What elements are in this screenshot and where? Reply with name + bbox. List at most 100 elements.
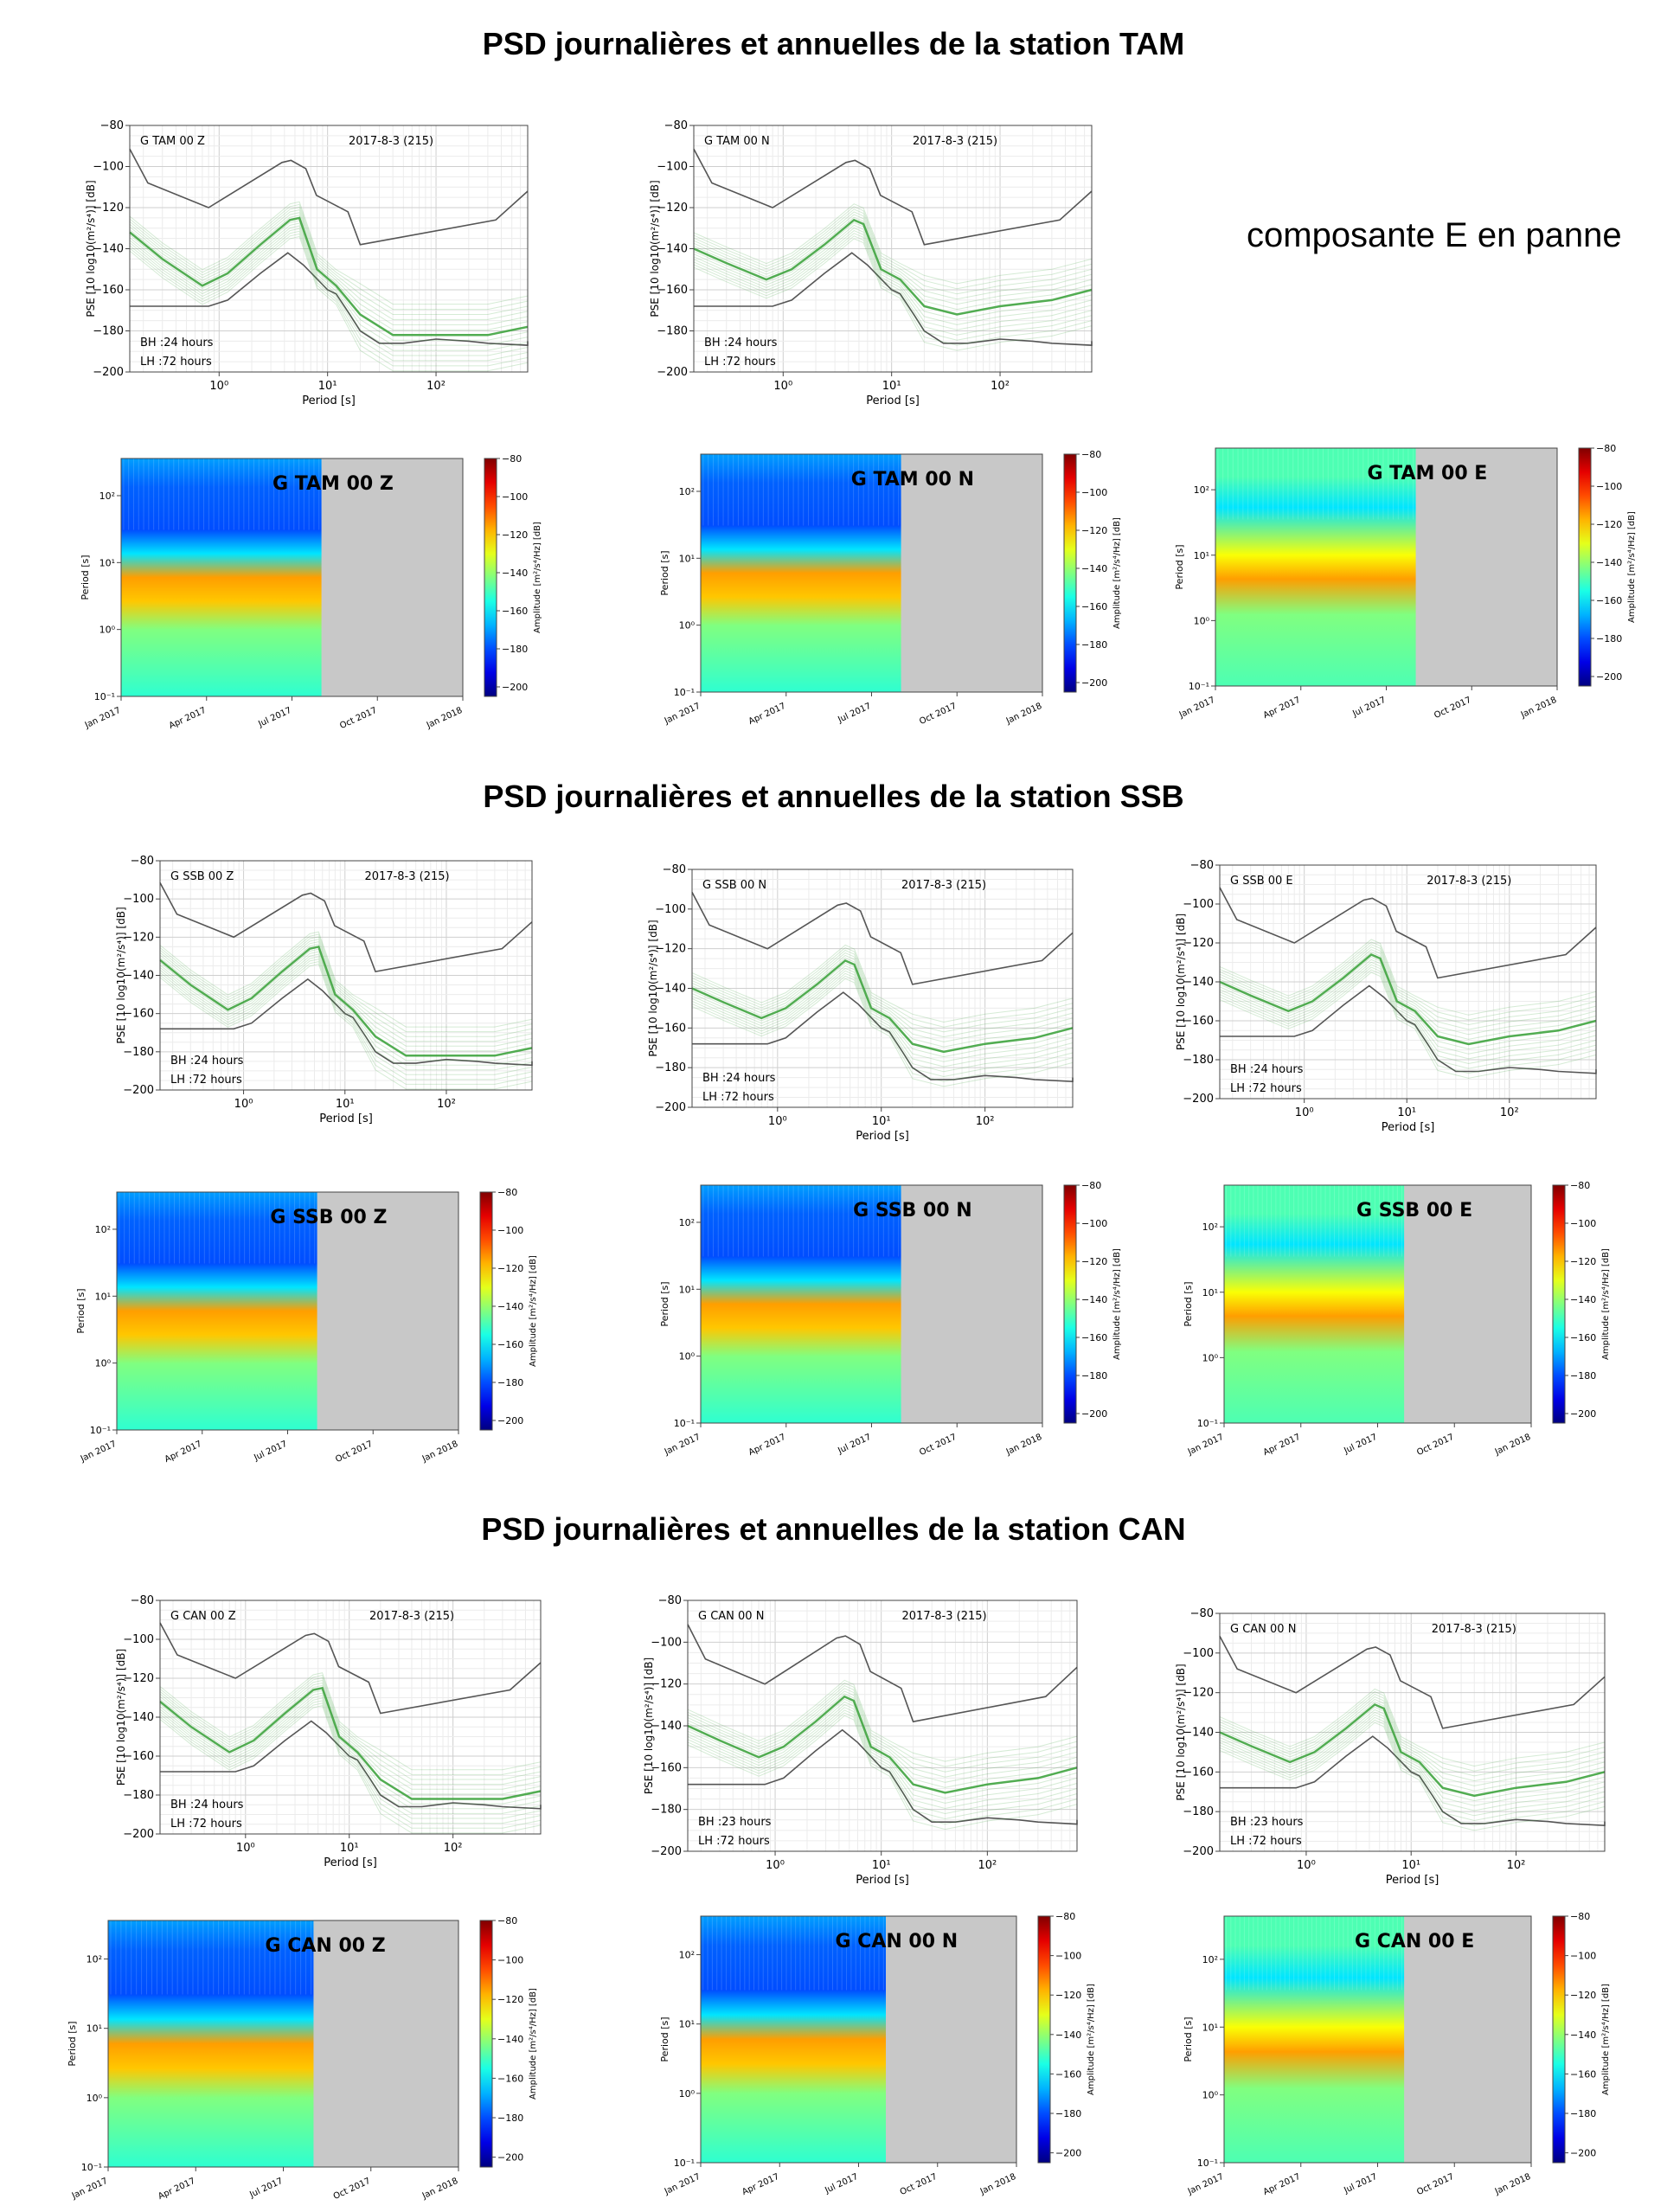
y-axis-label: Period [s] bbox=[659, 2016, 670, 2061]
psd-curve bbox=[691, 944, 1074, 1023]
nlnm-curve bbox=[692, 991, 1074, 1083]
psd-curve bbox=[693, 208, 1093, 295]
y-tick-label: −180 bbox=[1183, 1054, 1214, 1067]
colorbar-label: Amplitude [m²/s⁴/Hz] [dB] bbox=[533, 522, 542, 633]
psd-curve bbox=[159, 959, 533, 1080]
colorbar-tick-label: −100 bbox=[1081, 1218, 1107, 1229]
y-tick-label: 10⁰ bbox=[1202, 1352, 1219, 1363]
psd-curve bbox=[1219, 961, 1597, 1060]
colorbar-tick-label: −140 bbox=[1596, 557, 1622, 568]
y-tick-label: 10¹ bbox=[679, 553, 695, 564]
y-tick-label: 10⁰ bbox=[95, 1358, 112, 1369]
lh-label: LH :72 hours bbox=[1230, 1835, 1302, 1848]
y-tick-label: −160 bbox=[655, 1022, 686, 1035]
colorbar-tick-label: −160 bbox=[1570, 1332, 1596, 1343]
y-tick-label: 10⁻¹ bbox=[1197, 1418, 1218, 1429]
psd-curve bbox=[687, 1707, 1078, 1815]
colorbar-tick-label: −180 bbox=[1596, 633, 1622, 644]
colorbar-tick-label: −100 bbox=[1570, 1218, 1596, 1229]
y-tick-label: −80 bbox=[658, 1594, 682, 1607]
y-axis-label: PSE [10 log10(m²/s⁴)] [dB] bbox=[85, 180, 97, 317]
colorbar-tick-label: −80 bbox=[1596, 443, 1616, 454]
psd-curve bbox=[693, 227, 1093, 330]
colorbar-tick-label: −100 bbox=[497, 1225, 523, 1236]
psd-plot-ssb-z: −80 −100 −120 −140 −160 −180 −200 10⁰ 10¹ 10² Peri… bbox=[115, 855, 533, 1125]
psd-curve bbox=[159, 936, 533, 1037]
y-tick-label: −200 bbox=[651, 1845, 682, 1858]
colorbar-tick-label: −140 bbox=[1081, 563, 1107, 574]
colorbar bbox=[1552, 1184, 1566, 1424]
colorbar bbox=[479, 1920, 493, 2168]
colorbar-tick-label: −80 bbox=[1055, 1911, 1075, 1922]
psd-curve bbox=[691, 959, 1074, 1054]
channel-label: G SSB 00 N bbox=[702, 879, 766, 892]
psd-curve bbox=[691, 975, 1074, 1082]
colorbar-tick-label: −160 bbox=[502, 606, 528, 617]
y-tick-label: 10² bbox=[679, 1217, 695, 1228]
nlnm-curve bbox=[694, 252, 1093, 346]
colorbar bbox=[484, 458, 497, 697]
psd-curve bbox=[129, 209, 529, 320]
date-label: 2017-8-3 (215) bbox=[349, 135, 433, 148]
x-tick-label: Jan 2018 bbox=[1004, 1433, 1043, 1458]
colorbar-tick-label: −160 bbox=[1570, 2068, 1596, 2080]
y-tick-label: −100 bbox=[123, 893, 154, 906]
psd-curve bbox=[1219, 964, 1597, 1065]
spectrogram-image bbox=[701, 454, 901, 692]
y-tick-label: 10² bbox=[95, 1224, 111, 1235]
colorbar-tick-label: −160 bbox=[497, 2073, 523, 2084]
colorbar-tick-label: −140 bbox=[497, 1301, 523, 1312]
y-tick-label: 10¹ bbox=[1194, 550, 1209, 561]
colorbar bbox=[1552, 1915, 1566, 2164]
x-tick-label: Jan 2017 bbox=[79, 1439, 118, 1465]
psd-curve bbox=[1219, 969, 1597, 1074]
y-tick-label: 10⁻¹ bbox=[674, 2158, 695, 2169]
spectrogram-image bbox=[701, 1185, 901, 1423]
colorbar-tick-label: −80 bbox=[502, 453, 522, 465]
psd-curve bbox=[159, 963, 533, 1090]
colorbar bbox=[1578, 447, 1592, 687]
psd-curve bbox=[159, 1697, 542, 1819]
psd-curve bbox=[687, 1693, 1078, 1788]
x-tick-label: 10⁰ bbox=[773, 380, 792, 393]
colorbar-tick-label: −200 bbox=[1081, 1408, 1107, 1420]
y-tick-label: 10⁰ bbox=[87, 2093, 103, 2104]
psd-curve bbox=[1219, 941, 1597, 1021]
psd-plot-can-n-2: −80 −100 −120 −140 −160 −180 −200 10⁰ 10¹ 10² Peri… bbox=[1175, 1607, 1606, 1887]
colorbar-tick-label: −200 bbox=[1596, 671, 1622, 683]
psd-curve bbox=[1219, 1722, 1606, 1831]
x-tick-label: Jul 2017 bbox=[1342, 2172, 1378, 2196]
psd-curve bbox=[129, 222, 529, 346]
psd-curve bbox=[129, 225, 529, 351]
y-tick-label: 10⁻¹ bbox=[94, 691, 115, 702]
y-tick-label: −100 bbox=[1183, 1647, 1214, 1660]
y-tick-label: −100 bbox=[123, 1633, 154, 1646]
colorbar-tick-label: −180 bbox=[1055, 2108, 1081, 2119]
nlnm-curve bbox=[160, 978, 533, 1067]
psd-curve bbox=[691, 972, 1074, 1078]
bh-label: BH :24 hours bbox=[140, 337, 214, 349]
y-tick-label: −120 bbox=[1183, 1687, 1214, 1700]
x-tick-label: Apr 2017 bbox=[1262, 1433, 1302, 1458]
colorbar-tick-label: −120 bbox=[1570, 1990, 1596, 2001]
x-tick-label: 10⁰ bbox=[236, 1842, 255, 1855]
date-label: 2017-8-3 (215) bbox=[1432, 1623, 1516, 1636]
y-tick-label: 10⁻¹ bbox=[1197, 2158, 1218, 2169]
x-tick-label: 10² bbox=[991, 380, 1010, 393]
psd-curve bbox=[159, 931, 533, 1028]
y-tick-label: −140 bbox=[1183, 1727, 1214, 1740]
y-axis-label: PSE [10 log10(m²/s⁴)] [dB] bbox=[115, 907, 127, 1043]
y-tick-label: 10¹ bbox=[87, 2023, 102, 2035]
x-tick-label: 10⁰ bbox=[209, 380, 228, 393]
colorbar bbox=[479, 1191, 493, 1431]
x-tick-label: Apr 2017 bbox=[747, 702, 787, 727]
psd-curve bbox=[159, 945, 533, 1057]
psd-curve bbox=[129, 215, 529, 330]
psd-curve bbox=[693, 218, 1093, 316]
psd-curve bbox=[129, 203, 529, 311]
date-label: 2017-8-3 (215) bbox=[913, 135, 997, 148]
nlnm-curve bbox=[688, 1728, 1078, 1825]
channel-label: G SSB 00 Z bbox=[170, 870, 234, 883]
psd-curve bbox=[687, 1682, 1078, 1767]
colorbar-tick-label: −200 bbox=[1570, 2148, 1596, 2159]
